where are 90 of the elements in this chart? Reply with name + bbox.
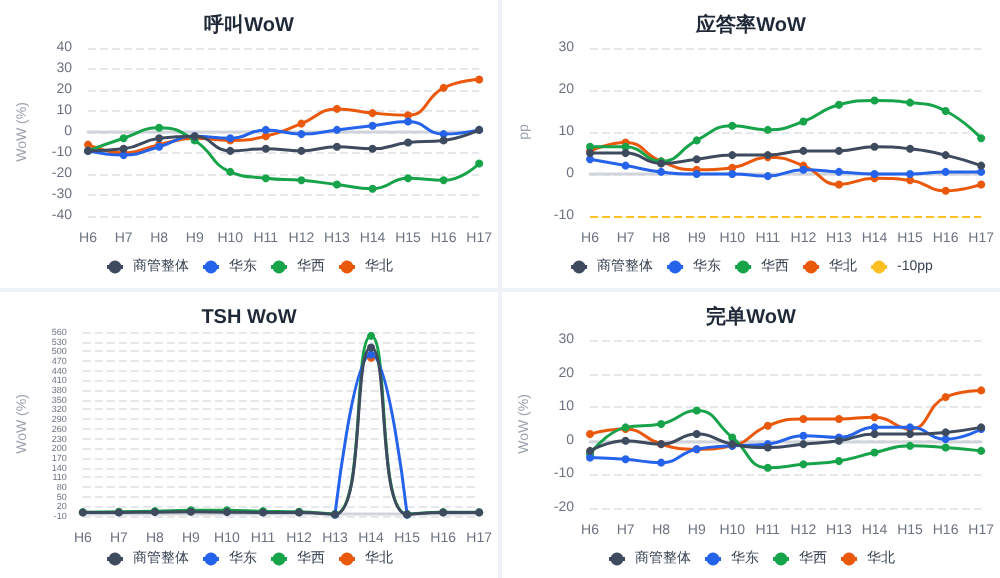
point [475, 159, 484, 168]
point [906, 98, 915, 107]
point [799, 439, 808, 448]
point [332, 180, 341, 189]
point [692, 429, 701, 438]
point [728, 151, 737, 160]
point [261, 144, 270, 153]
point [906, 440, 915, 449]
point [977, 445, 986, 454]
point [657, 167, 666, 176]
point [297, 146, 306, 155]
point [941, 107, 950, 115]
point [977, 385, 986, 394]
point [692, 136, 701, 145]
point [834, 180, 843, 189]
point [834, 100, 843, 109]
point [941, 186, 950, 195]
point [367, 330, 376, 339]
chart-title: 呼叫WoW [204, 13, 295, 37]
point [870, 429, 879, 438]
point [728, 121, 737, 130]
point [692, 405, 701, 414]
point [941, 392, 950, 401]
point [621, 435, 630, 444]
point [799, 459, 808, 468]
chart-title: 应答率WoW [694, 13, 807, 37]
point [834, 146, 843, 155]
point [799, 146, 808, 155]
point [332, 142, 341, 151]
point [870, 412, 879, 421]
point [439, 83, 448, 92]
point [439, 176, 448, 185]
point [332, 104, 341, 113]
point [368, 144, 377, 153]
point [977, 161, 986, 170]
point [657, 457, 666, 466]
point [404, 138, 413, 147]
chart-title: TSH WoW [201, 306, 298, 328]
point [368, 184, 377, 193]
point [297, 176, 306, 185]
point [692, 170, 701, 178]
point [870, 447, 879, 456]
point [763, 172, 772, 181]
point [728, 432, 737, 441]
point [870, 96, 879, 105]
point [367, 342, 376, 351]
point [621, 454, 630, 463]
point [977, 134, 986, 143]
chart-title: 完单WoW [706, 304, 797, 328]
point [941, 427, 950, 436]
point [261, 125, 270, 134]
point [728, 170, 737, 178]
point [906, 429, 915, 438]
point [404, 111, 413, 120]
point [799, 430, 808, 439]
point [404, 117, 413, 126]
point [870, 170, 879, 178]
point [941, 151, 950, 160]
point [977, 180, 986, 189]
point [870, 142, 879, 151]
point [119, 134, 128, 143]
point [297, 130, 306, 139]
point [941, 167, 950, 176]
point [439, 136, 448, 145]
point [906, 144, 915, 153]
point [799, 117, 808, 126]
point [368, 121, 377, 130]
point [763, 420, 772, 429]
point [621, 161, 630, 170]
point [906, 170, 915, 178]
point [834, 167, 843, 176]
point [297, 119, 306, 128]
point [119, 144, 128, 153]
point [475, 75, 484, 84]
point [692, 155, 701, 164]
point [226, 167, 235, 176]
point [586, 429, 595, 438]
point [261, 174, 270, 183]
point [763, 125, 772, 134]
point [941, 442, 950, 451]
point [870, 422, 879, 431]
point [657, 419, 666, 427]
point [763, 462, 772, 471]
point [155, 123, 164, 132]
point [368, 109, 377, 118]
point [155, 134, 164, 143]
point [332, 125, 341, 134]
point [404, 174, 413, 183]
point [621, 149, 630, 157]
point [226, 146, 235, 155]
